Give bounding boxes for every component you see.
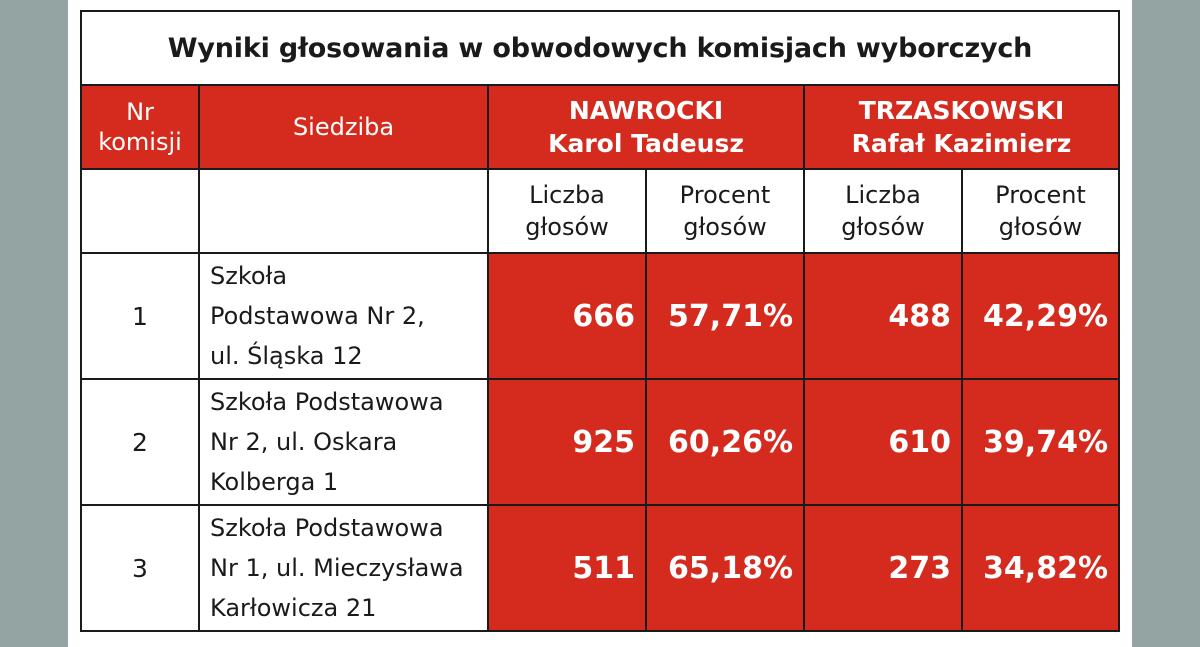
trzaskowski-percent: 39,74% xyxy=(961,378,1120,506)
trzaskowski-votes: 610 xyxy=(803,378,963,506)
results-table: Wyniki głosowania w obwodowych komisjach… xyxy=(80,10,1120,632)
commission-number: 2 xyxy=(80,378,200,506)
subheader-pct-nawrocki: Procent głosów xyxy=(645,168,805,254)
candidate-given-names: Karol Tadeusz xyxy=(548,129,744,158)
nawrocki-votes: 666 xyxy=(487,252,647,380)
header-nr-line2: komisji xyxy=(98,128,182,156)
header-candidate-nawrocki: NAWROCKI Karol Tadeusz xyxy=(487,84,805,170)
subheader-count-nawrocki: Liczba głosów xyxy=(487,168,647,254)
subheader-count-trzaskowski: Liczba głosów xyxy=(803,168,963,254)
header-nr-line1: Nr xyxy=(126,98,154,126)
commission-seat: Szkoła Podstawowa Nr 2, ul. Śląska 12 xyxy=(198,252,489,380)
subheader-pct-trzaskowski: Procent głosów xyxy=(961,168,1120,254)
header-siedziba: Siedziba xyxy=(198,84,489,170)
table-title: Wyniki głosowania w obwodowych komisjach… xyxy=(80,10,1120,86)
trzaskowski-percent: 42,29% xyxy=(961,252,1120,380)
table-row: 2 Szkoła Podstawowa Nr 2, ul. Oskara Kol… xyxy=(80,378,1120,506)
nawrocki-percent: 57,71% xyxy=(645,252,805,380)
candidate-given-names: Rafał Kazimierz xyxy=(851,129,1072,158)
candidate-surname: NAWROCKI xyxy=(568,96,724,125)
trzaskowski-votes: 273 xyxy=(803,504,963,632)
nawrocki-percent: 65,18% xyxy=(645,504,805,632)
commission-number: 3 xyxy=(80,504,200,632)
commission-number: 1 xyxy=(80,252,200,380)
table-row: 3 Szkoła Podstawowa Nr 1, ul. Mieczysław… xyxy=(80,504,1120,632)
subheader-empty-seat xyxy=(198,168,489,254)
trzaskowski-percent: 34,82% xyxy=(961,504,1120,632)
nawrocki-votes: 925 xyxy=(487,378,647,506)
subheader-empty-nr xyxy=(80,168,200,254)
header-candidate-trzaskowski: TRZASKOWSKI Rafał Kazimierz xyxy=(803,84,1120,170)
table-row: 1 Szkoła Podstawowa Nr 2, ul. Śląska 12 … xyxy=(80,252,1120,380)
header-nr-komisji: Nr komisji xyxy=(80,84,200,170)
commission-seat: Szkoła Podstawowa Nr 1, ul. Mieczysława … xyxy=(198,504,489,632)
candidate-surname: TRZASKOWSKI xyxy=(858,96,1065,125)
trzaskowski-votes: 488 xyxy=(803,252,963,380)
results-panel: Wyniki głosowania w obwodowych komisjach… xyxy=(68,0,1132,647)
nawrocki-votes: 511 xyxy=(487,504,647,632)
commission-seat: Szkoła Podstawowa Nr 2, ul. Oskara Kolbe… xyxy=(198,378,489,506)
nawrocki-percent: 60,26% xyxy=(645,378,805,506)
